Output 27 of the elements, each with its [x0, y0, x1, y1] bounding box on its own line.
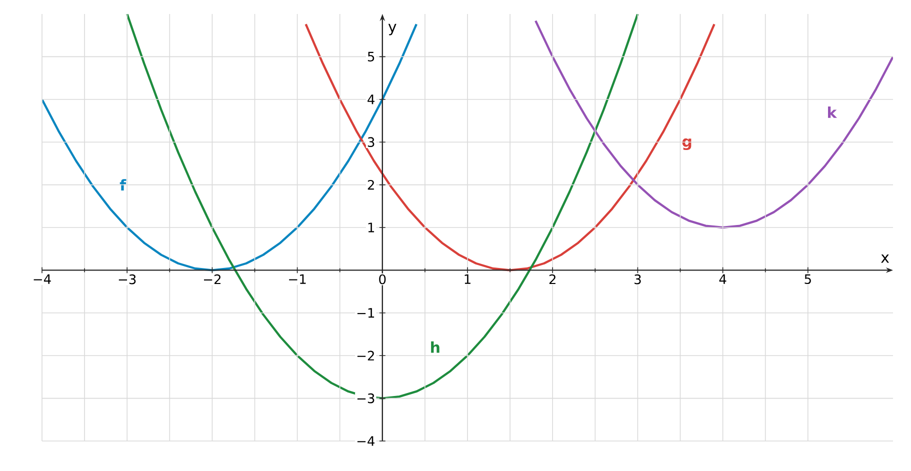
y-tick-label: 2 [368, 180, 374, 190]
y-axis-title: y [388, 24, 396, 36]
x-axis-title: x [881, 254, 889, 263]
x-tick-label: 1 [464, 274, 470, 284]
y-tick-label: 3 [368, 137, 374, 148]
x-tick-label: 4 [719, 274, 726, 284]
y-tick-label: 1 [368, 222, 374, 232]
x-tick-label: −2 [204, 274, 220, 284]
line-series [534, 20, 894, 229]
series-label: g [682, 138, 692, 150]
series-label: k [828, 106, 838, 118]
y-tick-label: 5 [368, 52, 374, 62]
series-label: h [431, 341, 440, 353]
series-label: f [120, 179, 126, 190]
y-tick-label: −4 [357, 436, 374, 446]
line-series [42, 23, 418, 272]
y-tick-label: −1 [357, 308, 374, 318]
x-tick-label: −4 [34, 274, 51, 284]
x-tick-label: 5 [804, 274, 811, 284]
x-tick-label: 2 [549, 274, 556, 284]
x-tick-label: 0 [379, 274, 386, 284]
x-tick-label: 3 [634, 274, 641, 284]
x-tick-label: −3 [118, 274, 136, 284]
x-tick-label: −1 [289, 274, 306, 284]
y-tick-label: −2 [357, 350, 374, 360]
line-series [304, 23, 716, 272]
y-tick-label: 4 [368, 94, 374, 104]
